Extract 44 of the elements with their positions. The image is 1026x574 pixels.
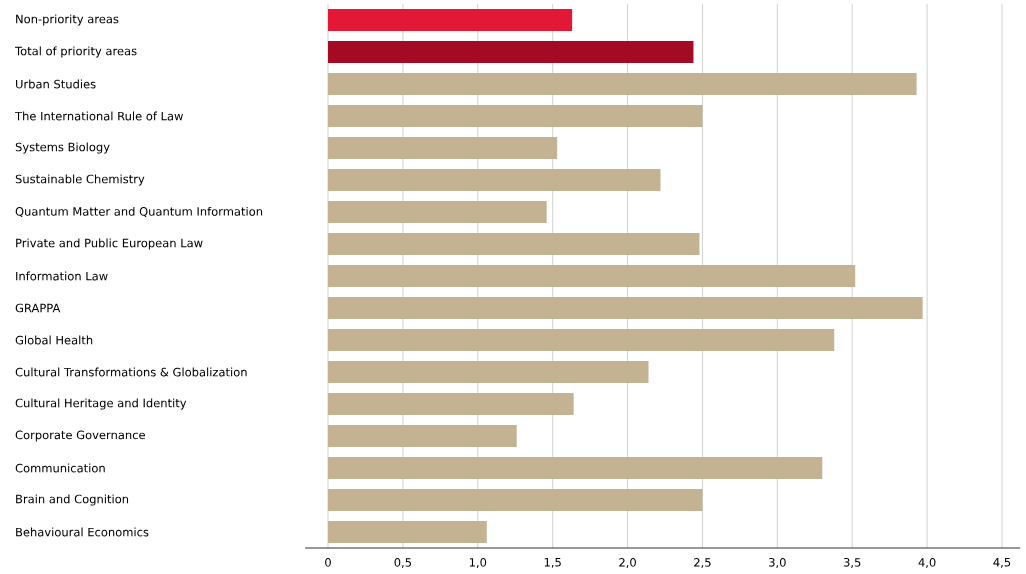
bar: [328, 40, 694, 64]
bar: [328, 136, 558, 160]
y-tick-label: Cultural Heritage and Identity: [15, 398, 187, 410]
y-tick-label: GRAPPA: [15, 303, 61, 313]
x-tick-label: 3,5: [843, 558, 861, 568]
bar: [328, 264, 856, 288]
x-tick-label: 4,0: [918, 558, 936, 568]
bar: [328, 296, 923, 320]
x-tick-label: 0: [325, 558, 331, 567]
y-tick-label: Corporate Governance: [15, 430, 145, 442]
bar: [328, 424, 517, 448]
y-tick-label: Private and Public European Law: [16, 238, 203, 250]
x-tick-label: 4,5: [993, 558, 1011, 568]
bar: [328, 488, 703, 512]
bar: [328, 232, 700, 256]
y-tick-label: Sustainable Chemistry: [15, 174, 145, 186]
x-tick-label: 0,5: [394, 558, 412, 568]
bar: [328, 104, 703, 128]
bar: [328, 200, 547, 224]
x-tick-label: 1,5: [544, 558, 561, 568]
bar: [328, 328, 835, 352]
bar: [328, 456, 823, 480]
y-tick-label: The International Rule of Law: [15, 111, 183, 121]
y-tick-label: Information Law: [16, 271, 108, 281]
bar: [328, 168, 661, 192]
y-tick-label: Quantum Matter and Quantum Information: [15, 206, 263, 218]
x-tick-label: 3,0: [769, 558, 786, 568]
y-tick-label: Systems Biology: [15, 142, 110, 154]
y-tick-label: Non-priority areas: [16, 14, 119, 26]
y-tick-label: Global Health: [15, 335, 93, 345]
bar: [328, 520, 487, 544]
bar: [328, 392, 574, 416]
y-tick-label: Communication: [15, 463, 105, 473]
bar: [328, 8, 573, 32]
bar: [328, 360, 649, 384]
bar: [328, 72, 917, 96]
y-tick-label: Total of priority areas: [15, 46, 137, 58]
y-tick-label: Brain and Cognition: [16, 494, 129, 506]
y-tick-label: Behavioural Economics: [16, 527, 149, 537]
x-tick-label: 2,0: [619, 558, 636, 568]
x-tick-label: 2,5: [694, 558, 711, 568]
y-tick-label: Urban Studies: [16, 79, 96, 89]
y-tick-label: Cultural Transformations & Globalization: [15, 367, 247, 377]
x-tick-label: 1,0: [469, 558, 487, 568]
